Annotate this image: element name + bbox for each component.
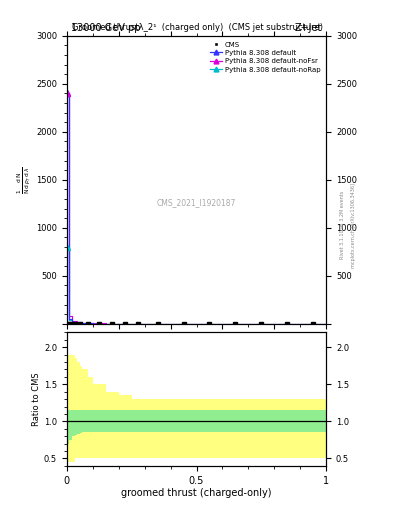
Y-axis label: Ratio to CMS: Ratio to CMS (32, 372, 41, 426)
Text: CMS_2021_I1920187: CMS_2021_I1920187 (157, 198, 236, 207)
Y-axis label: $\frac{1}{\mathrm{N}}\frac{\mathrm{d}\,\mathrm{N}}{\mathrm{d}\,p_T\,\mathrm{d}\,: $\frac{1}{\mathrm{N}}\frac{\mathrm{d}\,\… (16, 166, 33, 194)
Text: mcplots.cern.ch [arXiv:1306.3436]: mcplots.cern.ch [arXiv:1306.3436] (351, 183, 356, 268)
X-axis label: groomed thrust (charged-only): groomed thrust (charged-only) (121, 488, 272, 498)
Text: 13000 GeV pp: 13000 GeV pp (71, 23, 140, 33)
Text: Groomed thrustλ_2¹  (charged only)  (CMS jet substructure): Groomed thrustλ_2¹ (charged only) (CMS j… (72, 23, 323, 32)
Text: Z+Jet: Z+Jet (295, 23, 322, 33)
Legend: CMS, Pythia 8.308 default, Pythia 8.308 default-noFsr, Pythia 8.308 default-noRa: CMS, Pythia 8.308 default, Pythia 8.308 … (208, 39, 323, 75)
Text: Rivet 3.1.10, ≥ 3.2M events: Rivet 3.1.10, ≥ 3.2M events (340, 191, 344, 260)
